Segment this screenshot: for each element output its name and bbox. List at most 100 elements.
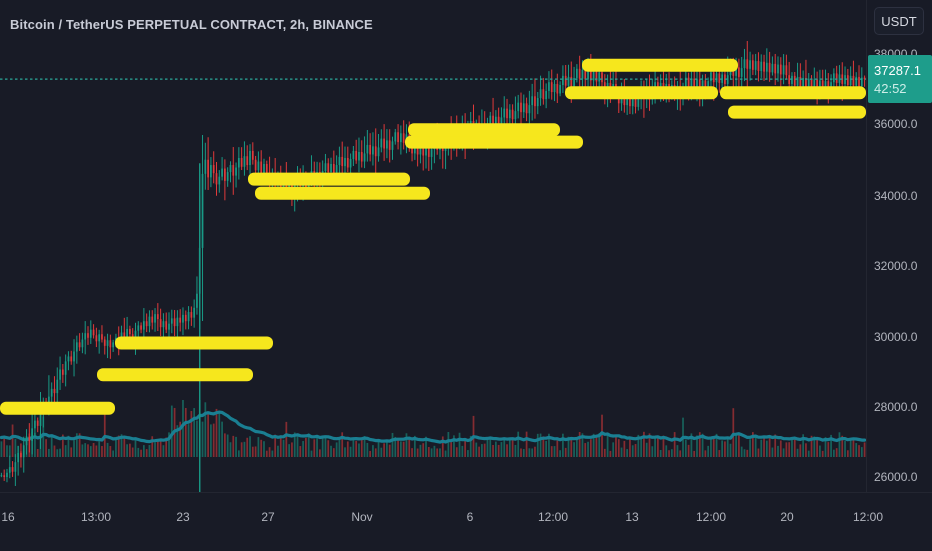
candle-body xyxy=(821,80,824,90)
supply-demand-zone[interactable] xyxy=(97,368,253,382)
candle-body xyxy=(855,76,858,86)
volume-bar xyxy=(830,434,832,457)
candle-body xyxy=(101,334,103,340)
candle-body xyxy=(587,70,589,80)
currency-badge[interactable]: USDT xyxy=(874,7,924,35)
volume-bar xyxy=(668,450,670,457)
volume-bar xyxy=(265,450,268,457)
candle-body xyxy=(145,321,148,327)
volume-bar xyxy=(520,448,522,457)
candle-body xyxy=(634,97,637,107)
volume-bar xyxy=(45,439,47,457)
candle-body xyxy=(391,141,394,150)
candle-body xyxy=(757,61,760,71)
candle-body xyxy=(827,81,830,92)
time-tick-4: Nov xyxy=(351,510,373,524)
volume-bar xyxy=(53,445,56,457)
candle-body xyxy=(210,165,212,178)
candle-body xyxy=(726,75,729,84)
volume-bar xyxy=(550,446,553,457)
candle-body xyxy=(377,147,380,157)
supply-demand-zone[interactable] xyxy=(565,86,718,100)
volume-bar xyxy=(701,433,704,457)
supply-demand-zone[interactable] xyxy=(582,58,738,72)
volume-bar xyxy=(673,432,676,457)
supply-demand-zone[interactable] xyxy=(408,123,560,137)
chart-plot-area[interactable] xyxy=(0,0,866,492)
volume-bar xyxy=(78,433,81,457)
volume-bar xyxy=(729,443,732,457)
supply-demand-zone[interactable] xyxy=(115,336,273,350)
candle-body xyxy=(573,77,575,87)
volume-bar xyxy=(724,441,726,457)
candle-body xyxy=(355,150,358,161)
supply-demand-zone[interactable] xyxy=(255,186,430,200)
volume-bar xyxy=(391,432,394,457)
volume-bar xyxy=(447,431,450,457)
supply-demand-zone[interactable] xyxy=(405,135,583,149)
volume-bar xyxy=(103,411,106,457)
volume-bar xyxy=(305,437,307,457)
volume-bar xyxy=(366,442,369,457)
volume-bar xyxy=(50,436,53,457)
candle-body xyxy=(838,74,841,83)
volume-bar xyxy=(84,443,87,457)
volume-bar xyxy=(751,432,754,457)
candle-body xyxy=(11,467,14,472)
volume-bar xyxy=(609,450,612,457)
volume-bar xyxy=(506,444,508,457)
price-scale[interactable]: USDT 38000.0 36000.0 34000.0 32000.0 30000.0… xyxy=(866,0,932,492)
volume-bar xyxy=(475,442,478,457)
volume-bar xyxy=(402,441,405,457)
candle-body xyxy=(846,75,849,86)
supply-demand-zones xyxy=(0,58,866,415)
volume-bar xyxy=(106,442,109,457)
volume-bar xyxy=(176,425,179,457)
volume-bar xyxy=(307,433,310,457)
volume-bar xyxy=(296,433,299,457)
candle-body xyxy=(346,157,349,168)
current-price-badge[interactable]: 37287.1 42:52 xyxy=(868,55,932,104)
volume-bar xyxy=(36,449,39,457)
supply-demand-zone[interactable] xyxy=(248,172,410,186)
volume-bar xyxy=(478,446,480,457)
supply-demand-zone[interactable] xyxy=(0,401,115,415)
candle-body xyxy=(31,428,33,442)
supply-demand-zone[interactable] xyxy=(728,105,866,119)
volume-bar xyxy=(380,447,383,457)
volume-bar xyxy=(556,440,559,457)
candle-body xyxy=(324,163,327,172)
volume-bar xyxy=(159,439,162,457)
candle-body xyxy=(360,151,363,162)
price-tick-36000: 36000.0 xyxy=(874,117,918,131)
volume-bar xyxy=(455,447,458,457)
volume-bar xyxy=(346,441,349,457)
candle-body xyxy=(182,314,184,323)
candle-body xyxy=(282,181,285,190)
candle-body xyxy=(508,109,511,119)
candle-body xyxy=(813,79,816,89)
volume-bar xyxy=(570,437,573,457)
candle-body xyxy=(738,67,740,77)
volume-bar xyxy=(542,436,545,457)
volume-bar xyxy=(453,435,455,457)
candle-body xyxy=(631,97,634,107)
volume-bar xyxy=(318,449,321,457)
candle-body xyxy=(143,321,145,330)
candle-body xyxy=(427,147,430,157)
volume-bar xyxy=(511,439,514,457)
volume-bar xyxy=(81,444,84,457)
volume-bar xyxy=(587,441,589,457)
supply-demand-zone[interactable] xyxy=(720,86,866,100)
volume-bar xyxy=(612,442,615,457)
candle-body xyxy=(165,321,168,330)
volume-bar xyxy=(61,434,64,457)
volume-bar xyxy=(698,432,701,457)
time-scale[interactable]: 16 13:00 23 27 Nov 6 12:00 13 12:00 20 12:00 xyxy=(0,492,932,551)
candle-body xyxy=(70,356,73,362)
volume-bar xyxy=(531,448,534,457)
volume-bar xyxy=(246,437,249,457)
volume-bar xyxy=(151,436,154,457)
candle-body xyxy=(151,316,154,323)
candle-body xyxy=(106,340,109,346)
